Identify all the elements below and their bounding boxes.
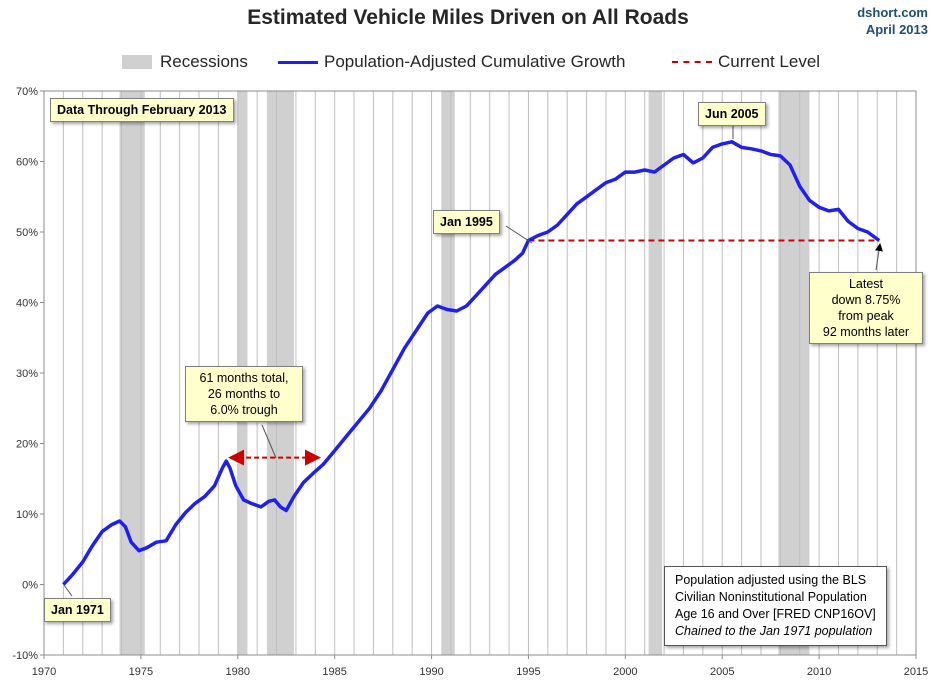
y-axis: -10% 0% 10% 20% 30% 40% 50% 60% 70% [12,86,44,662]
note-box: Population adjusted using the BLS Civili… [664,566,887,646]
legend-recession-swatch [122,55,152,69]
x-tick-label-9: 2015 [904,666,928,678]
legend-series-label: Population-Adjusted Cumulative Growth [324,52,626,71]
jan1971-callout: Jan 1971 [44,598,111,622]
latest-line-3: from peak [838,309,894,323]
legend-series-swatch [278,60,318,64]
y-tick-label-1: 0% [22,580,38,592]
x-tick-label-7: 2005 [710,666,734,678]
leader-jan1971 [63,584,73,597]
latest-line-1: Latest [848,277,884,291]
x-tick-label-6: 2000 [613,666,637,678]
recession-band-4 [648,91,663,655]
y-tick-label-2: 10% [16,509,38,521]
trough-line-1: 61 months total, [199,371,289,385]
series-line [62,140,881,586]
y-tick-label-5: 40% [16,298,38,310]
note-line-1: Population adjusted using the BLS [675,573,867,587]
latest-callout: Latest down 8.75% from peak 92 months la… [809,272,923,344]
legend-current-swatch [672,61,712,63]
y-tick-label-8: 70% [16,86,38,98]
source-date: April 2013 [865,22,928,37]
source-site: dshort.com [857,5,928,20]
trough-line-3: 6.0% trough [210,403,278,417]
y-tick-label-3: 20% [16,439,38,451]
x-tick-label-1: 1975 [129,666,153,678]
leader-jan1995 [505,225,533,244]
trough-callout: 61 months total, 26 months to 6.0% troug… [185,366,303,422]
x-tick-label-2: 1980 [226,666,250,678]
x-tick-label-5: 1995 [516,666,540,678]
note-italic-line: Chained to the Jan 1971 population [675,624,873,638]
legend-current-label: Current Level [718,52,821,71]
data-through-callout: Data Through February 2013 [50,98,234,122]
source-label: dshort.com April 2013 [857,4,928,38]
x-tick-label-0: 1970 [32,666,56,678]
note-line-2: Civilian Noninstitutional Population [675,590,867,604]
legend: Recessions Population-Adjusted Cumulativ… [0,52,936,74]
y-tick-label-6: 50% [16,227,38,239]
legend-recessions: Recessions [122,52,248,72]
x-tick-label-8: 2010 [807,666,831,678]
legend-series: Population-Adjusted Cumulative Growth [278,52,625,72]
x-axis: 1970 1975 1980 1985 1990 1995 2000 2005 2010 2015 [32,655,928,678]
x-tick-label-3: 1985 [322,666,346,678]
recession-band-0 [119,91,145,655]
leader-trough [261,424,277,459]
y-tick-label-4: 30% [16,368,38,380]
leader-latest [874,243,883,271]
latest-line-4: 92 months later [822,325,910,339]
chart-title: Estimated Vehicle Miles Driven on All Ro… [247,6,689,29]
callout-leaders [63,122,883,597]
note-line-3: Age 16 and Over [FRED CNP16OV] [675,607,876,621]
recession-band-3 [441,91,455,655]
jun2005-callout: Jun 2005 [698,102,766,126]
x-tick-label-4: 1990 [419,666,443,678]
jan1995-callout: Jan 1995 [433,210,500,234]
trough-line-2: 26 months to [207,387,281,401]
y-tick-label-7: 60% [16,157,38,169]
legend-recessions-label: Recessions [160,52,248,71]
legend-current: Current Level [672,52,820,72]
y-tick-label-0: -10% [12,650,38,662]
latest-line-2: down 8.75% [831,293,901,307]
